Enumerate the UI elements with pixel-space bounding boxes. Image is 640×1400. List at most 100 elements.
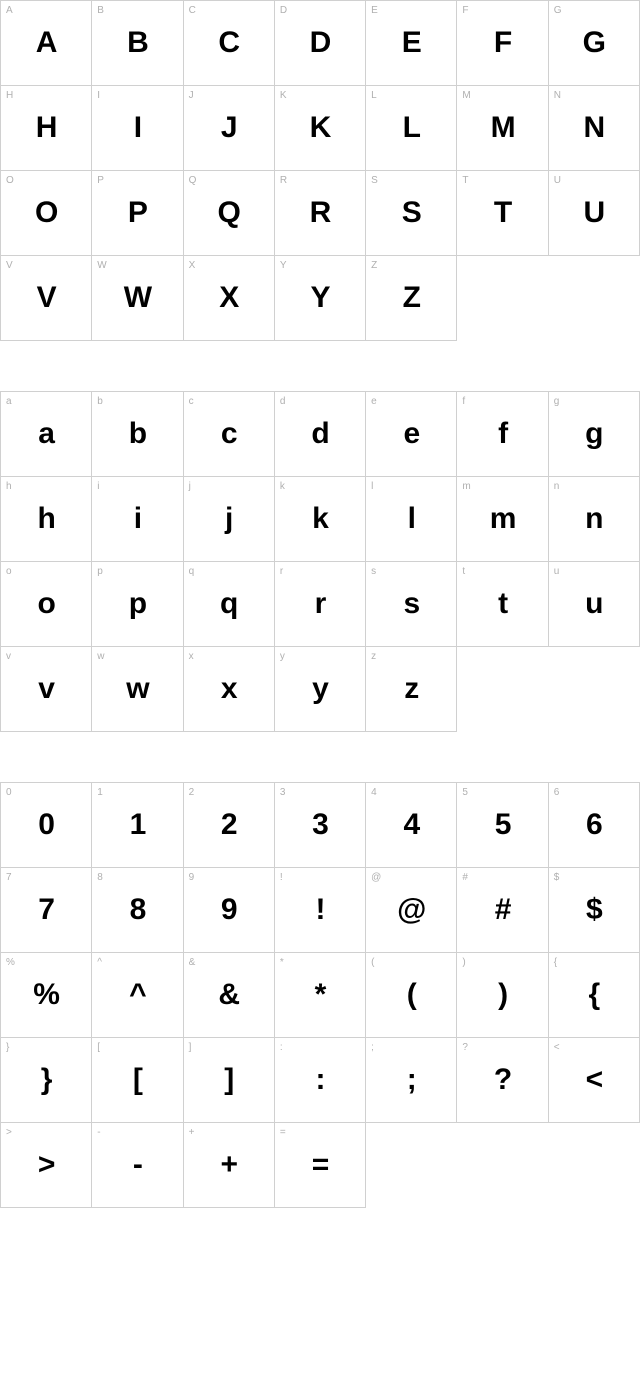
glyph-cell: ::: [275, 1038, 366, 1123]
cell-glyph: 2: [221, 808, 237, 842]
grid-section-numbers-symbols: 00112233445566778899!!@@##$$%%^^&&**(())…: [0, 782, 640, 1208]
empty-cell: [457, 256, 548, 341]
glyph-cell: WW: [92, 256, 183, 341]
cell-label: D: [280, 5, 287, 16]
cell-glyph: d: [311, 417, 328, 451]
glyph-cell: OO: [1, 171, 92, 256]
glyph-cell: ww: [92, 647, 183, 732]
cell-label: 7: [6, 872, 12, 883]
glyph-cell: hh: [1, 477, 92, 562]
glyph-cell: UU: [549, 171, 640, 256]
cell-glyph: p: [129, 587, 146, 621]
cell-label: B: [97, 5, 104, 16]
cell-label: K: [280, 90, 287, 101]
cell-glyph: M: [491, 111, 515, 145]
glyph-cell: ee: [366, 392, 457, 477]
glyph-cell: ss: [366, 562, 457, 647]
glyph-cell: ZZ: [366, 256, 457, 341]
glyph-cell: ^^: [92, 953, 183, 1038]
cell-glyph: t: [498, 587, 507, 621]
cell-label: +: [189, 1127, 195, 1138]
glyph-cell: ??: [457, 1038, 548, 1123]
cell-label: d: [280, 396, 286, 407]
cell-glyph: w: [126, 672, 148, 706]
cell-label: b: [97, 396, 103, 407]
cell-label: j: [189, 481, 191, 492]
cell-glyph: v: [38, 672, 54, 706]
cell-label: R: [280, 175, 287, 186]
cell-glyph: U: [584, 196, 605, 230]
cell-glyph: %: [33, 978, 59, 1012]
cell-glyph: m: [490, 502, 516, 536]
cell-glyph: $: [586, 893, 602, 927]
cell-label: 5: [462, 787, 468, 798]
cell-glyph: b: [129, 417, 146, 451]
grid-section-lowercase: aabbccddeeffgghhiijjkkllmmnnooppqqrrsstt…: [0, 391, 640, 732]
glyph-cell: 99: [184, 868, 275, 953]
glyph-cell: zz: [366, 647, 457, 732]
cell-glyph: u: [585, 587, 602, 621]
cell-glyph: E: [402, 26, 421, 60]
cell-label: i: [97, 481, 99, 492]
cell-glyph: +: [220, 1148, 237, 1182]
cell-glyph: S: [402, 196, 421, 230]
cell-label: [: [97, 1042, 100, 1053]
glyph-cell: tt: [457, 562, 548, 647]
cell-label: a: [6, 396, 12, 407]
cell-label: w: [97, 651, 104, 662]
cell-glyph: [: [133, 1063, 142, 1097]
cell-glyph: @: [397, 893, 425, 927]
cell-glyph: ?: [494, 1063, 511, 1097]
glyph-cell: @@: [366, 868, 457, 953]
glyph-cell: uu: [549, 562, 640, 647]
glyph-cell: &&: [184, 953, 275, 1038]
cell-label: &: [189, 957, 196, 968]
glyph-cell: ii: [92, 477, 183, 562]
glyph-cell: pp: [92, 562, 183, 647]
cell-label: p: [97, 566, 103, 577]
cell-glyph: A: [36, 26, 57, 60]
cell-glyph: Q: [218, 196, 240, 230]
cell-glyph: #: [495, 893, 511, 927]
cell-label: E: [371, 5, 378, 16]
cell-label: c: [189, 396, 194, 407]
glyph-cell: II: [92, 86, 183, 171]
cell-label: L: [371, 90, 377, 101]
cell-glyph: >: [38, 1148, 55, 1182]
glyph-cell: QQ: [184, 171, 275, 256]
glyph-cell: XX: [184, 256, 275, 341]
cell-glyph: j: [225, 502, 232, 536]
cell-label: U: [554, 175, 561, 186]
cell-glyph: l: [408, 502, 415, 536]
cell-glyph: I: [134, 111, 141, 145]
empty-cell: [549, 1123, 640, 1208]
glyph-cell: $$: [549, 868, 640, 953]
cell-label: f: [462, 396, 465, 407]
cell-glyph: 8: [130, 893, 146, 927]
cell-glyph: T: [494, 196, 511, 230]
glyph-cell: mm: [457, 477, 548, 562]
grid-section-uppercase: AABBCCDDEEFFGGHHIIJJKKLLMMNNOOPPQQRRSSTT…: [0, 0, 640, 341]
cell-label: N: [554, 90, 561, 101]
cell-glyph: {: [589, 978, 600, 1012]
glyph-cell: nn: [549, 477, 640, 562]
cell-glyph: ^: [129, 978, 146, 1012]
cell-label: s: [371, 566, 376, 577]
glyph-cell: aa: [1, 392, 92, 477]
glyph-cell: KK: [275, 86, 366, 171]
glyph-cell: TT: [457, 171, 548, 256]
cell-label: W: [97, 260, 106, 271]
cell-label: *: [280, 957, 284, 968]
cell-label: 8: [97, 872, 103, 883]
cell-glyph: R: [310, 196, 331, 230]
cell-label: v: [6, 651, 11, 662]
cell-label: X: [189, 260, 196, 271]
cell-glyph: W: [124, 281, 151, 315]
cell-label: <: [554, 1042, 560, 1053]
cell-glyph: <: [586, 1063, 603, 1097]
cell-glyph: o: [37, 587, 54, 621]
glyph-cell: MM: [457, 86, 548, 171]
cell-label: -: [97, 1127, 100, 1138]
cell-glyph: h: [37, 502, 54, 536]
glyph-cell: gg: [549, 392, 640, 477]
